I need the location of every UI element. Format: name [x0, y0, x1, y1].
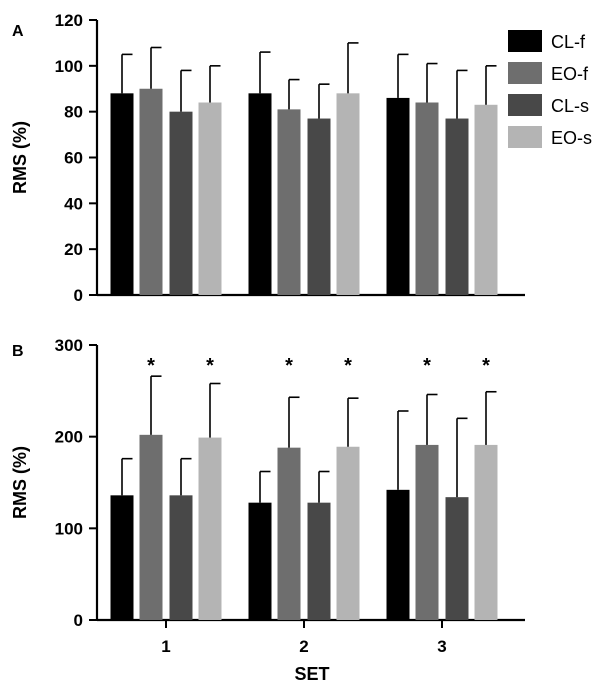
y-tick-label: 20: [64, 240, 83, 259]
bar-EO-f-set-2: [277, 109, 301, 295]
legend-swatch-CL-s: [508, 94, 542, 116]
bar-CL-f-set-3: [386, 489, 410, 620]
y-tick-label: 120: [55, 11, 83, 30]
significance-marker: *: [206, 355, 214, 377]
panel-b: B 0 100 200 300 RMS (%) * * * * * * 1 2 3 SET: [10, 336, 525, 684]
legend-swatch-CL-f: [508, 30, 542, 52]
y-tick-label: 100: [55, 57, 83, 76]
bar-CL-f-set-1: [110, 93, 134, 295]
bar-EO-s-set-1: [198, 102, 222, 295]
legend-label-EO-f: EO-f: [551, 64, 589, 84]
panel-letter-A: A: [12, 23, 24, 40]
y-tick-label: 100: [55, 519, 83, 538]
x-axis-title: SET: [294, 664, 329, 684]
y-axis-title: RMS (%): [10, 121, 30, 194]
y-tick-label: 80: [64, 103, 83, 122]
legend-label-EO-s: EO-s: [551, 128, 592, 148]
bar-CL-f-set-2: [248, 93, 272, 295]
y-tick-label: 0: [74, 286, 83, 305]
legend: CL-f EO-f CL-s EO-s: [508, 30, 592, 148]
x-tick-label: 2: [299, 637, 308, 656]
bar-CL-f-set-2: [248, 502, 272, 620]
panel-letter-B: B: [12, 343, 24, 360]
panel-a: A 0 20 40 60 80 100 120 RMS (%): [10, 11, 525, 305]
bar-EO-f-set-3: [415, 444, 439, 620]
bar-EO-s-set-3: [474, 444, 498, 620]
bar-CL-s-set-2: [307, 118, 331, 296]
legend-label-CL-s: CL-s: [551, 96, 589, 116]
legend-swatch-EO-f: [508, 62, 542, 84]
bar-CL-f-set-3: [386, 97, 410, 296]
bar-EO-s-set-3: [474, 104, 498, 296]
bar-CL-f-set-1: [110, 495, 134, 620]
significance-marker: *: [344, 355, 352, 377]
bar-EO-f-set-3: [415, 102, 439, 295]
bar-EO-s-set-2: [336, 93, 360, 295]
y-tick-label: 40: [64, 194, 83, 213]
bar-EO-s-set-1: [198, 437, 222, 620]
y-tick-label: 60: [64, 149, 83, 168]
bar-CL-s-set-2: [307, 502, 331, 620]
significance-marker: *: [423, 355, 431, 377]
x-tick-label: 1: [161, 637, 170, 656]
bar-CL-s-set-3: [445, 497, 469, 620]
y-tick-label: 200: [55, 428, 83, 447]
significance-marker: *: [285, 355, 293, 377]
y-tick-label: 300: [55, 336, 83, 355]
y-tick-label: 0: [74, 611, 83, 630]
significance-marker: *: [482, 355, 490, 377]
bar-EO-s-set-2: [336, 446, 360, 620]
significance-marker: *: [147, 355, 155, 377]
bar-CL-s-set-1: [169, 495, 193, 620]
y-axis-title: RMS (%): [10, 446, 30, 519]
bar-CL-s-set-1: [169, 111, 193, 296]
bar-EO-f-set-2: [277, 447, 301, 620]
bar-EO-f-set-1: [139, 88, 163, 295]
x-tick-label: 3: [437, 637, 446, 656]
bar-CL-s-set-3: [445, 118, 469, 296]
legend-label-CL-f: CL-f: [551, 32, 586, 52]
bar-EO-f-set-1: [139, 434, 163, 620]
legend-swatch-EO-s: [508, 126, 542, 148]
